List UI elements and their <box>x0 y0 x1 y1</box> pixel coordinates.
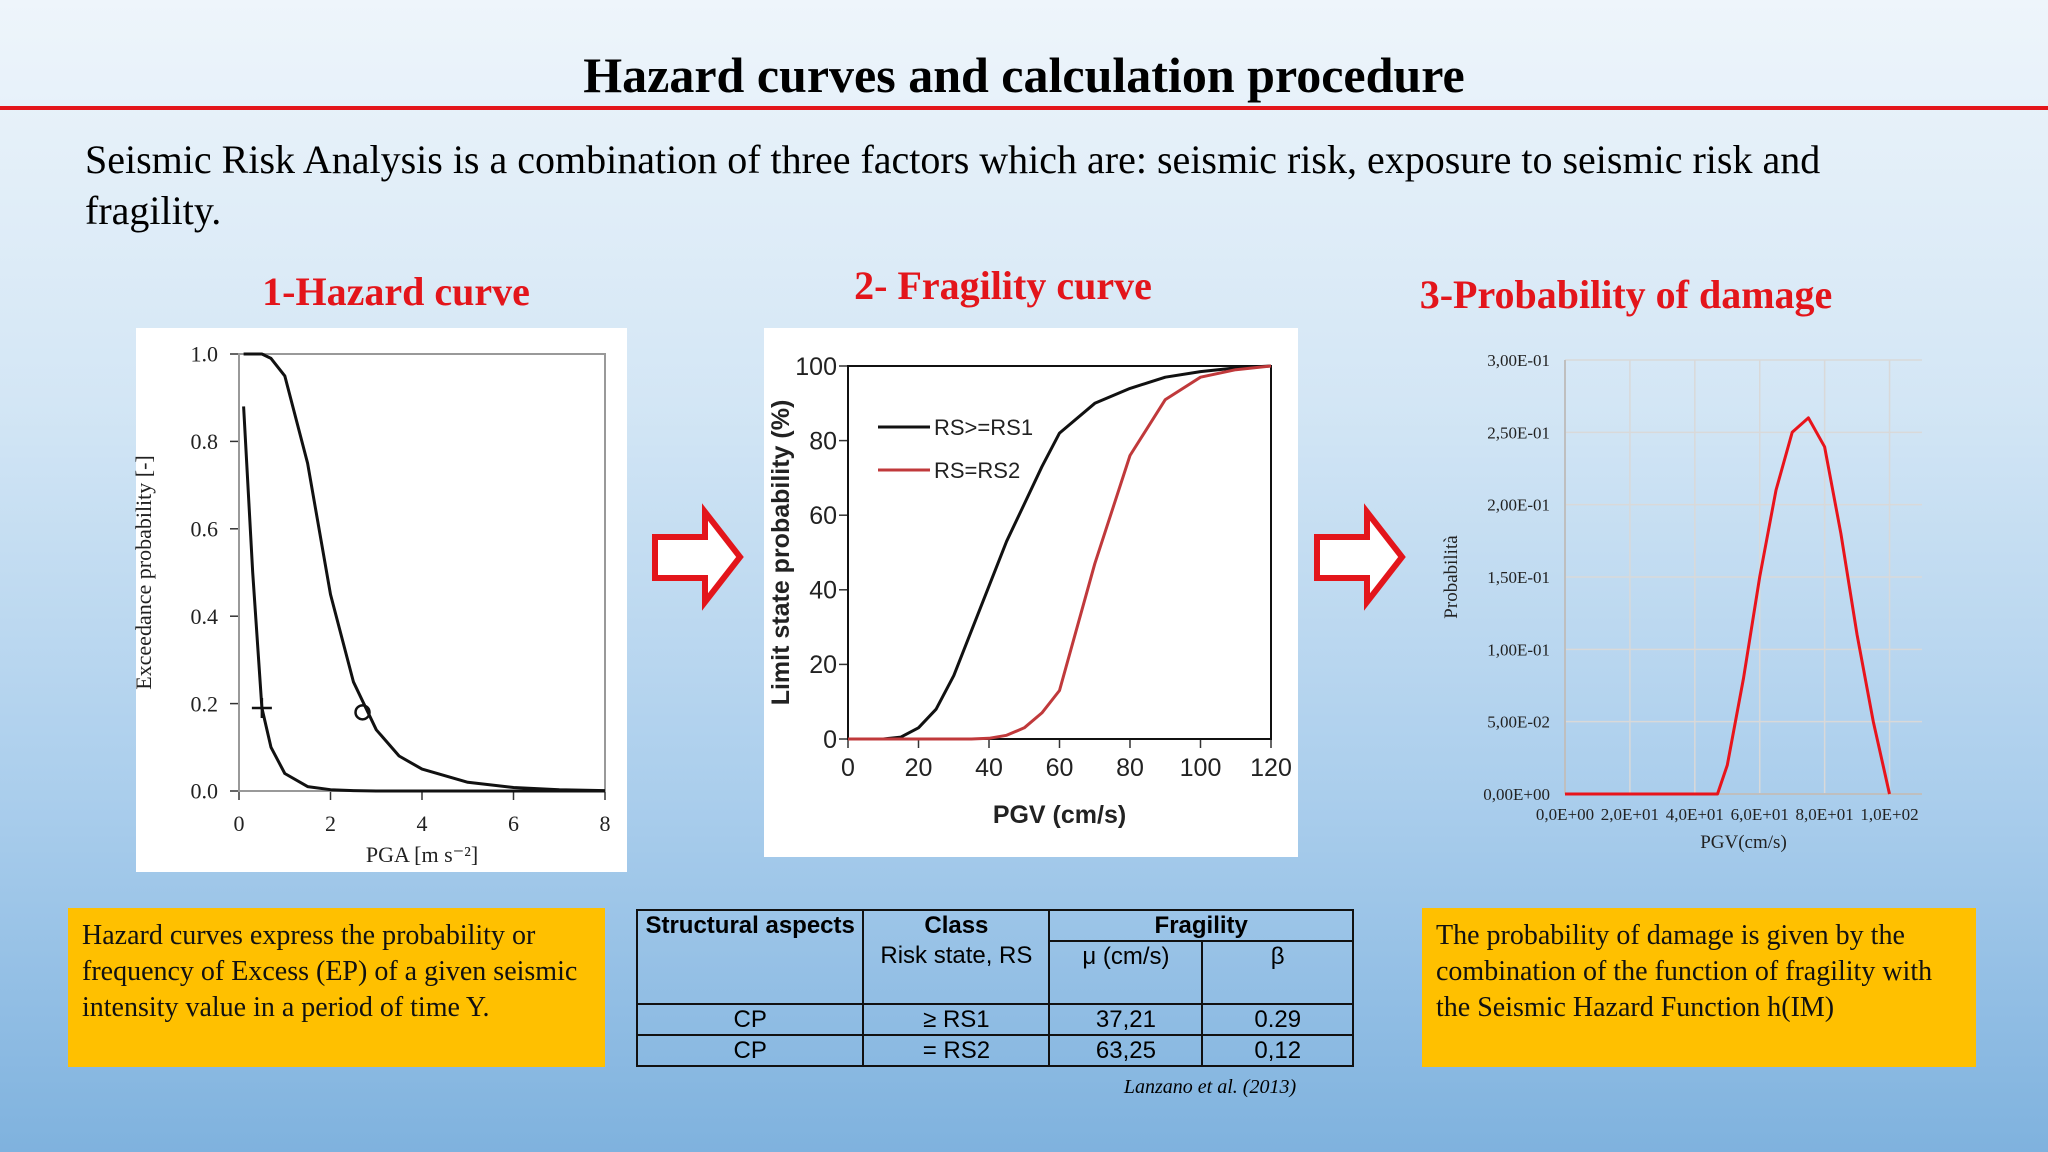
y-tick-label: 1.0 <box>191 342 219 367</box>
arrow <box>1314 503 1406 611</box>
citation: Lanzano et al. (2013) <box>1123 1076 1297 1098</box>
point-marker <box>251 697 272 718</box>
y-axis-label: Exceedance probability [-] <box>131 455 156 690</box>
x-tick-label: 4 <box>417 811 428 836</box>
table-subheader: μ (cm/s) <box>1048 940 1204 1005</box>
legend-label: RS=RS2 <box>934 458 1020 483</box>
chart: 1-Hazard curve 0.0 0.2 0.4 0.6 0.8 1.0 0 2 4 6 8 Exc… <box>131 269 611 867</box>
data-line <box>243 352 606 793</box>
y-tick-label: 5,00E-02 <box>1487 713 1550 732</box>
y-axis-label: Probabilità <box>1441 535 1462 619</box>
table-cell: CP <box>635 1003 865 1036</box>
x-tick-label: 0,0E+00 <box>1536 805 1594 824</box>
x-tick-label: 120 <box>1250 754 1292 782</box>
y-tick-label: 0.8 <box>191 429 219 454</box>
slide-title: Hazard curves and calculation procedure <box>583 47 1465 103</box>
y-tick-label: 40 <box>809 577 837 605</box>
plot-frame <box>847 365 1272 740</box>
arrow <box>652 503 744 611</box>
plot-frame <box>238 353 606 792</box>
x-tick-label: 2 <box>325 811 336 836</box>
y-tick-label: 0.0 <box>191 779 219 804</box>
x-tick-label: 1,0E+02 <box>1860 805 1918 824</box>
y-tick-label: 0.6 <box>191 517 219 542</box>
y-tick-label: 2,00E-01 <box>1487 496 1550 515</box>
chart-title: 2- Fragility curve <box>854 263 1152 308</box>
y-axis-label: Limit state probability (%) <box>767 400 795 706</box>
x-tick-label: 8 <box>600 811 611 836</box>
y-tick-label: 0.2 <box>191 691 219 716</box>
y-tick-label: 2,50E-01 <box>1487 423 1550 442</box>
x-tick-label: 80 <box>1116 754 1144 782</box>
x-axis-label: PGV (cm/s) <box>993 801 1126 829</box>
chart-panel <box>136 328 627 872</box>
x-tick-label: 0 <box>841 754 855 782</box>
y-tick-label: 100 <box>795 353 837 381</box>
table-cell: 0,12 <box>1201 1034 1354 1067</box>
table-cell: 0.29 <box>1201 1003 1354 1036</box>
hazard-note: Hazard curves express the probability or… <box>68 908 605 1067</box>
y-tick-label: 20 <box>809 651 837 679</box>
y-tick-label: 60 <box>809 502 837 530</box>
table-cell: ≥ RS1 <box>862 1003 1051 1036</box>
fragility-table: Structural aspects Class Fragility Risk … <box>635 909 1354 1067</box>
y-tick-label: 80 <box>809 427 837 455</box>
chart-title: 1-Hazard curve <box>262 269 530 314</box>
x-tick-label: 4,0E+01 <box>1666 805 1724 824</box>
data-line <box>848 364 1272 741</box>
x-tick-label: 100 <box>1180 754 1222 782</box>
x-tick-label: 60 <box>1046 754 1074 782</box>
x-tick-label: 40 <box>975 754 1003 782</box>
y-tick-label: 0,00E+00 <box>1483 785 1550 804</box>
x-tick-label: 0 <box>234 811 245 836</box>
chart: 2- Fragility curve 0 20 40 60 80 100 0 20 40 60 80 1… <box>767 263 1292 829</box>
table-header: Structural aspects <box>635 909 865 1005</box>
x-tick-label: 2,0E+01 <box>1601 805 1659 824</box>
y-tick-label: 1,50E-01 <box>1487 568 1550 587</box>
y-tick-label: 3,00E-01 <box>1487 351 1550 370</box>
chart-title: 3-Probability of damage <box>1420 272 1833 317</box>
y-tick-label: 1,00E-01 <box>1487 640 1550 659</box>
data-line <box>848 364 1272 741</box>
table-cell: 37,21 <box>1048 1003 1204 1036</box>
x-tick-label: 8,0E+01 <box>1796 805 1854 824</box>
table-cell: CP <box>635 1034 865 1067</box>
intro-text: Seismic Risk Analysis is a combination o… <box>85 137 1821 233</box>
table-cell: = RS2 <box>862 1034 1051 1067</box>
x-tick-label: 6 <box>508 811 519 836</box>
chart-panel <box>764 328 1298 857</box>
y-tick-label: 0.4 <box>191 604 219 629</box>
table-subheader: Risk state, RS <box>862 940 1051 1005</box>
x-tick-label: 20 <box>905 754 933 782</box>
table-header: Fragility <box>1048 909 1354 942</box>
x-axis-label: PGA [m s⁻²] <box>366 842 478 867</box>
table-cell: 63,25 <box>1048 1034 1204 1067</box>
table-header: Class <box>862 909 1051 941</box>
point-marker <box>354 704 371 721</box>
title-rule <box>0 106 2048 110</box>
x-tick-label: 6,0E+01 <box>1731 805 1789 824</box>
y-tick-label: 0 <box>823 726 837 754</box>
data-line <box>1565 416 1891 796</box>
x-axis-label: PGV(cm/s) <box>1700 832 1787 853</box>
damage-note: The probability of damage is given by th… <box>1422 908 1976 1067</box>
legend-label: RS>=RS1 <box>934 415 1033 440</box>
data-line <box>242 406 605 793</box>
table-subheader: β <box>1201 940 1354 1005</box>
chart: 3-Probability of damage 0,00E+00 5,00E-02 1… <box>1420 272 1922 853</box>
